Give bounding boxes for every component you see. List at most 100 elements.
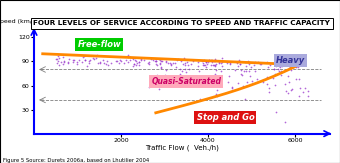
Point [276, 70, 282, 72]
Point [283, 83, 288, 86]
Point [219, 70, 224, 72]
Point [93, 57, 98, 60]
Point [82, 59, 87, 62]
Point [158, 66, 164, 69]
Point [227, 62, 233, 65]
Point [292, 62, 297, 65]
Point [229, 86, 235, 88]
Point [219, 57, 225, 59]
Point [122, 62, 127, 65]
Point [70, 60, 76, 63]
Point [282, 62, 287, 65]
Point [188, 63, 193, 65]
Point [272, 73, 277, 75]
Point [301, 90, 306, 93]
Point [177, 68, 183, 71]
Point [238, 73, 244, 76]
Point [84, 65, 90, 68]
Point [108, 61, 113, 64]
Point [284, 63, 289, 66]
Text: Free-flow: Free-flow [78, 40, 121, 49]
Point [60, 63, 65, 66]
Point [218, 61, 223, 64]
Point [61, 60, 67, 63]
Point [141, 59, 147, 62]
Point [295, 66, 301, 69]
Point [279, 64, 285, 67]
Point [203, 61, 209, 63]
Point [209, 61, 215, 64]
Point [132, 63, 137, 65]
Point [286, 74, 291, 77]
Point [201, 64, 206, 67]
Point [74, 61, 79, 63]
Point [146, 61, 152, 64]
Point [288, 89, 294, 91]
Point [271, 68, 276, 70]
Point [203, 61, 208, 64]
Point [288, 63, 294, 65]
Point [237, 63, 243, 65]
Point [281, 63, 286, 65]
Point [210, 59, 215, 61]
Point [173, 66, 179, 69]
Point [298, 64, 304, 66]
Point [105, 60, 110, 62]
Point [81, 55, 87, 58]
Point [212, 58, 218, 61]
Point [138, 58, 144, 61]
Point [164, 60, 169, 63]
Point [305, 95, 310, 98]
Point [190, 60, 196, 63]
Point [216, 84, 222, 86]
Point [127, 56, 132, 59]
Text: Speed (km/h): Speed (km/h) [0, 19, 38, 24]
Point [284, 89, 289, 92]
Point [147, 62, 152, 65]
Point [154, 64, 159, 66]
Point [133, 59, 138, 62]
Point [260, 81, 266, 84]
Point [260, 78, 266, 81]
Point [270, 62, 275, 64]
Point [214, 69, 219, 72]
Point [58, 61, 64, 63]
Point [134, 61, 140, 64]
Point [204, 63, 210, 65]
Point [243, 61, 248, 63]
Point [273, 83, 278, 86]
Point [243, 60, 249, 63]
Point [87, 59, 92, 61]
Point [157, 62, 163, 64]
X-axis label: Traffic Flow (  Veh./h): Traffic Flow ( Veh./h) [145, 144, 219, 151]
Point [178, 59, 184, 62]
Point [211, 59, 217, 62]
Point [245, 60, 251, 63]
Point [264, 83, 270, 85]
Point [201, 62, 206, 64]
Point [277, 65, 283, 68]
Point [153, 60, 158, 63]
Point [286, 80, 292, 83]
Point [211, 64, 217, 66]
Point [175, 59, 180, 61]
Point [244, 81, 250, 83]
Point [243, 70, 248, 72]
Point [199, 60, 204, 63]
Point [150, 59, 155, 61]
Point [54, 62, 59, 64]
Point [133, 63, 138, 66]
Point [136, 64, 141, 67]
Point [153, 63, 158, 66]
Point [300, 61, 305, 63]
Point [159, 60, 165, 63]
Point [217, 62, 222, 64]
Point [302, 87, 307, 89]
Point [186, 67, 191, 70]
Point [117, 59, 123, 61]
Point [174, 78, 180, 81]
Point [287, 67, 293, 70]
Point [220, 61, 225, 64]
Point [230, 87, 235, 90]
Point [288, 62, 293, 64]
